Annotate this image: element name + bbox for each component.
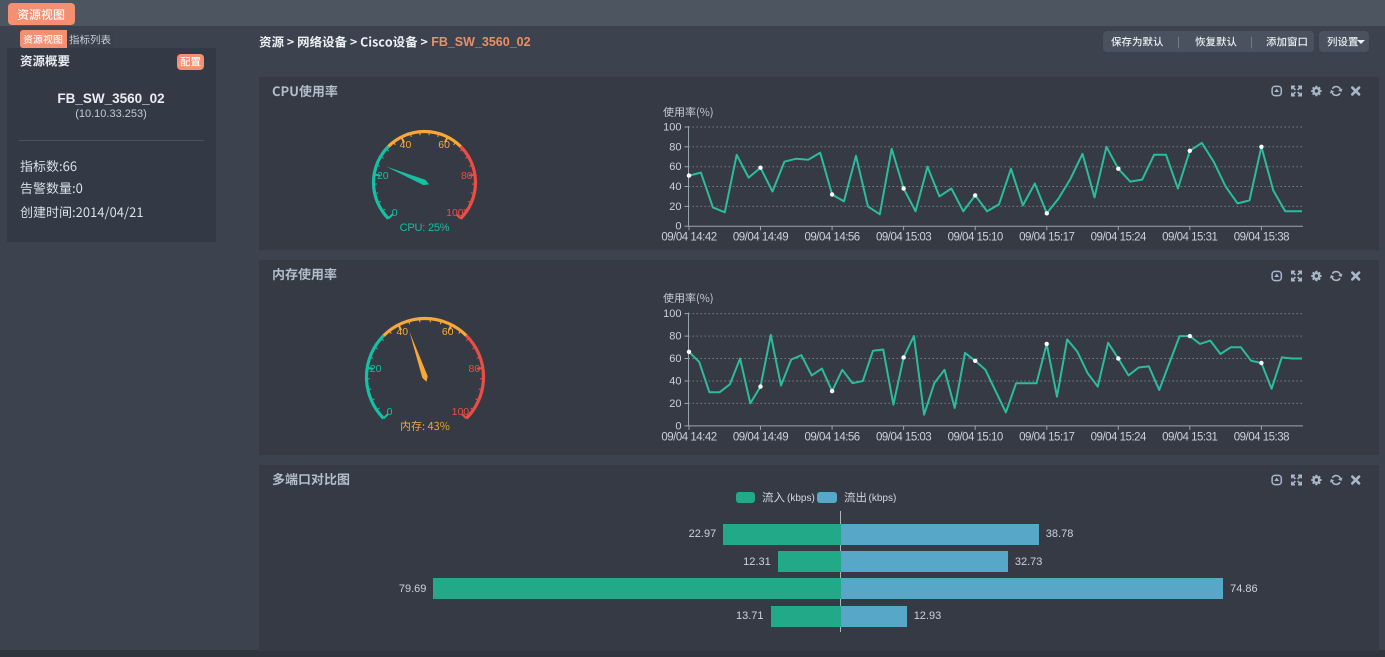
svg-text:40: 40 — [669, 376, 681, 388]
svg-text:09/04 15:03: 09/04 15:03 — [876, 232, 931, 244]
svg-text:09/04 15:17: 09/04 15:17 — [1019, 431, 1074, 443]
svg-text:09/04 15:38: 09/04 15:38 — [1234, 232, 1289, 244]
svg-text:0: 0 — [675, 420, 681, 432]
svg-text:09/04 14:42: 09/04 14:42 — [661, 431, 716, 443]
svg-text:09/04 14:49: 09/04 14:49 — [733, 232, 788, 244]
svg-text:09/04 15:17: 09/04 15:17 — [1019, 232, 1074, 244]
svg-text:09/04 15:03: 09/04 15:03 — [876, 431, 931, 443]
svg-text:20: 20 — [669, 398, 681, 410]
svg-text:09/04 15:31: 09/04 15:31 — [1162, 431, 1217, 443]
svg-text:60: 60 — [669, 353, 681, 365]
svg-text:09/04 15:24: 09/04 15:24 — [1091, 431, 1147, 443]
svg-text:09/04 15:31: 09/04 15:31 — [1162, 232, 1217, 244]
svg-text:100: 100 — [663, 308, 681, 320]
svg-text:80: 80 — [669, 141, 681, 153]
svg-text:09/04 14:42: 09/04 14:42 — [661, 232, 716, 244]
svg-text:0: 0 — [675, 221, 681, 233]
svg-text:09/04 15:10: 09/04 15:10 — [948, 232, 1003, 244]
svg-text:60: 60 — [669, 161, 681, 173]
svg-text:09/04 14:56: 09/04 14:56 — [804, 232, 859, 244]
svg-text:20: 20 — [669, 201, 681, 213]
svg-text:09/04 15:24: 09/04 15:24 — [1091, 232, 1147, 244]
svg-text:09/04 15:10: 09/04 15:10 — [948, 431, 1003, 443]
svg-text:09/04 15:38: 09/04 15:38 — [1234, 431, 1289, 443]
svg-text:40: 40 — [669, 181, 681, 193]
svg-text:80: 80 — [669, 331, 681, 343]
svg-text:100: 100 — [663, 122, 681, 134]
svg-text:09/04 14:56: 09/04 14:56 — [804, 431, 859, 443]
svg-text:09/04 14:49: 09/04 14:49 — [733, 431, 788, 443]
